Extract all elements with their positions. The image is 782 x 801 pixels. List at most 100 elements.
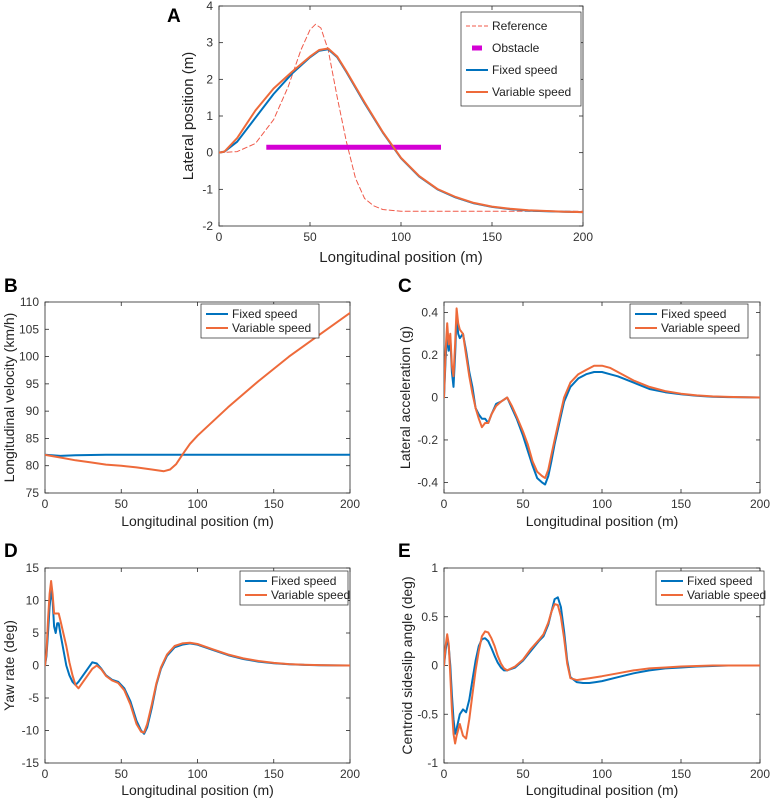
x-tick-label: 200 [340,497,360,511]
y-tick-label: -15 [22,756,40,770]
y-tick-label: 15 [26,561,40,575]
x-tick-label: 50 [115,497,129,511]
x-axis-label: Longitudinal position (m) [526,782,679,798]
series-line-reference [219,23,583,212]
x-tick-label: 100 [592,497,612,511]
y-tick-label: 1 [431,561,438,575]
x-axis-label: Longitudinal position (m) [526,513,679,529]
legend-box [200,303,320,339]
panel-label-e: E [398,541,411,562]
legend-label: Fixed speed [232,307,297,321]
x-tick-label: 50 [516,497,530,511]
y-tick-label: 2 [206,72,213,86]
y-axis-label: Lateral acceleration (g) [397,326,413,469]
y-tick-label: 110 [20,295,39,309]
x-tick-label: 0 [42,497,49,511]
y-tick-label: -1 [202,182,213,196]
y-tick-label: -10 [22,724,40,738]
y-axis-label: Lateral position (m) [180,52,197,180]
x-tick-label: 150 [264,497,284,511]
x-tick-label: 50 [303,230,317,244]
series-line-variable-speed [219,47,583,214]
series-line-fixed-speed [444,315,760,486]
chart-panel-b: 0 50 100 150 2007580859095100105110Longitudi… [1,295,360,529]
panel-label-d: D [4,541,18,562]
legend-label: Fixed speed [687,574,752,588]
y-tick-label: -0.2 [417,433,438,447]
x-tick-label: 0 [441,497,448,511]
panel-label-b: B [4,276,18,297]
x-tick-label: 150 [671,497,691,511]
panel-label-a: A [167,6,181,27]
x-tick-label: 200 [340,767,360,781]
y-tick-label: 0 [431,659,438,673]
y-tick-label: 1 [206,109,213,123]
x-tick-label: 0 [216,230,223,244]
x-tick-label: 50 [516,767,530,781]
y-tick-label: -1 [427,756,438,770]
x-tick-label: 100 [187,497,207,511]
y-tick-label: 75 [26,486,40,500]
y-axis-label: Centroid sideslip angle (deg) [399,576,415,754]
x-tick-label: 150 [671,767,691,781]
x-axis-label: Longitudinal position (m) [121,513,274,529]
x-tick-label: 50 [115,767,129,781]
x-tick-label: 0 [42,767,49,781]
x-tick-label: 150 [482,230,502,244]
legend-label: Variable speed [271,588,350,602]
y-axis-label: Yaw rate (deg) [1,620,17,711]
x-tick-label: 200 [573,230,593,244]
y-tick-label: 3 [206,36,213,50]
x-tick-label: 100 [187,767,207,781]
y-tick-label: 0 [206,146,213,160]
y-tick-label: -0.5 [417,707,438,721]
y-tick-label: 4 [206,0,213,13]
legend-label: Variable speed [232,321,311,335]
series-line-variable-speed [444,603,760,745]
y-tick-label: 85 [26,431,40,445]
y-tick-label: 0 [431,391,438,405]
y-tick-label: 10 [26,594,40,608]
y-tick-label: 5 [32,626,39,640]
x-tick-label: 100 [592,767,612,781]
legend-label: Reference [492,19,548,33]
y-tick-label: 95 [26,377,40,391]
x-axis-label: Longitudinal position (m) [121,782,274,798]
legend-label: Variable speed [492,85,571,99]
x-tick-label: 200 [750,497,770,511]
chart-panel-a: 0 50 100 150 200 -2 -1 0 1 2 3 4 Longitudinal positi… [180,0,593,266]
y-tick-label: -0.4 [417,475,438,489]
series-line-variable-speed [45,580,350,734]
legend-label: Fixed speed [492,63,557,77]
y-tick-label: 0.4 [421,306,438,320]
panel-label-c: C [398,276,412,297]
chart-panel-e: 0 50 100 150 200 -1 -0.5 0 0.5 1 Longitudinal posi… [399,561,770,798]
y-tick-label: 105 [19,322,39,336]
series-line-variable-speed [444,307,760,480]
y-tick-label: 80 [26,459,40,473]
y-tick-label: -2 [202,219,213,233]
legend-label: Variable speed [661,321,740,335]
chart-panel-d: 0 50 100 150 200 -15 -10 -5 0 5 10 15 Longitudinal p… [1,561,360,798]
y-tick-label: 0 [32,659,39,673]
legend-box [239,570,349,606]
legend-box [460,11,582,107]
legend-label: Fixed speed [661,307,726,321]
legend-box [655,570,765,606]
x-tick-label: 200 [750,767,770,781]
y-tick-label: -5 [28,691,39,705]
legend-label: Obstacle [492,41,540,55]
series-line-variable-speed [45,311,350,473]
x-tick-label: 150 [264,767,284,781]
series-line-fixed-speed [45,453,350,457]
chart-panel-c: 0 50 100 150 200 -0.4 -0.2 0 0.2 0.4 Longitudinal … [397,301,770,529]
x-tick-label: 100 [391,230,411,244]
y-tick-label: 100 [19,350,39,364]
y-axis-label: Longitudinal velocity (km/h) [1,313,17,483]
x-tick-label: 0 [441,767,448,781]
y-tick-label: 0.5 [421,610,438,624]
x-axis-label: Longitudinal position (m) [319,249,482,266]
legend-box [629,303,749,339]
y-tick-label: 90 [26,404,40,418]
